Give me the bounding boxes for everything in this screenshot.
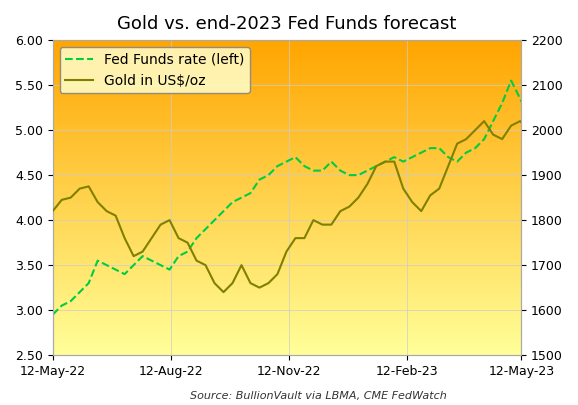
Title: Gold vs. end-2023 Fed Funds forecast: Gold vs. end-2023 Fed Funds forecast: [117, 15, 457, 33]
Text: Source: BullionVault via LBMA, CME FedWatch: Source: BullionVault via LBMA, CME FedWa…: [190, 391, 446, 401]
Legend: Fed Funds rate (left), Gold in US$/oz: Fed Funds rate (left), Gold in US$/oz: [60, 47, 250, 93]
